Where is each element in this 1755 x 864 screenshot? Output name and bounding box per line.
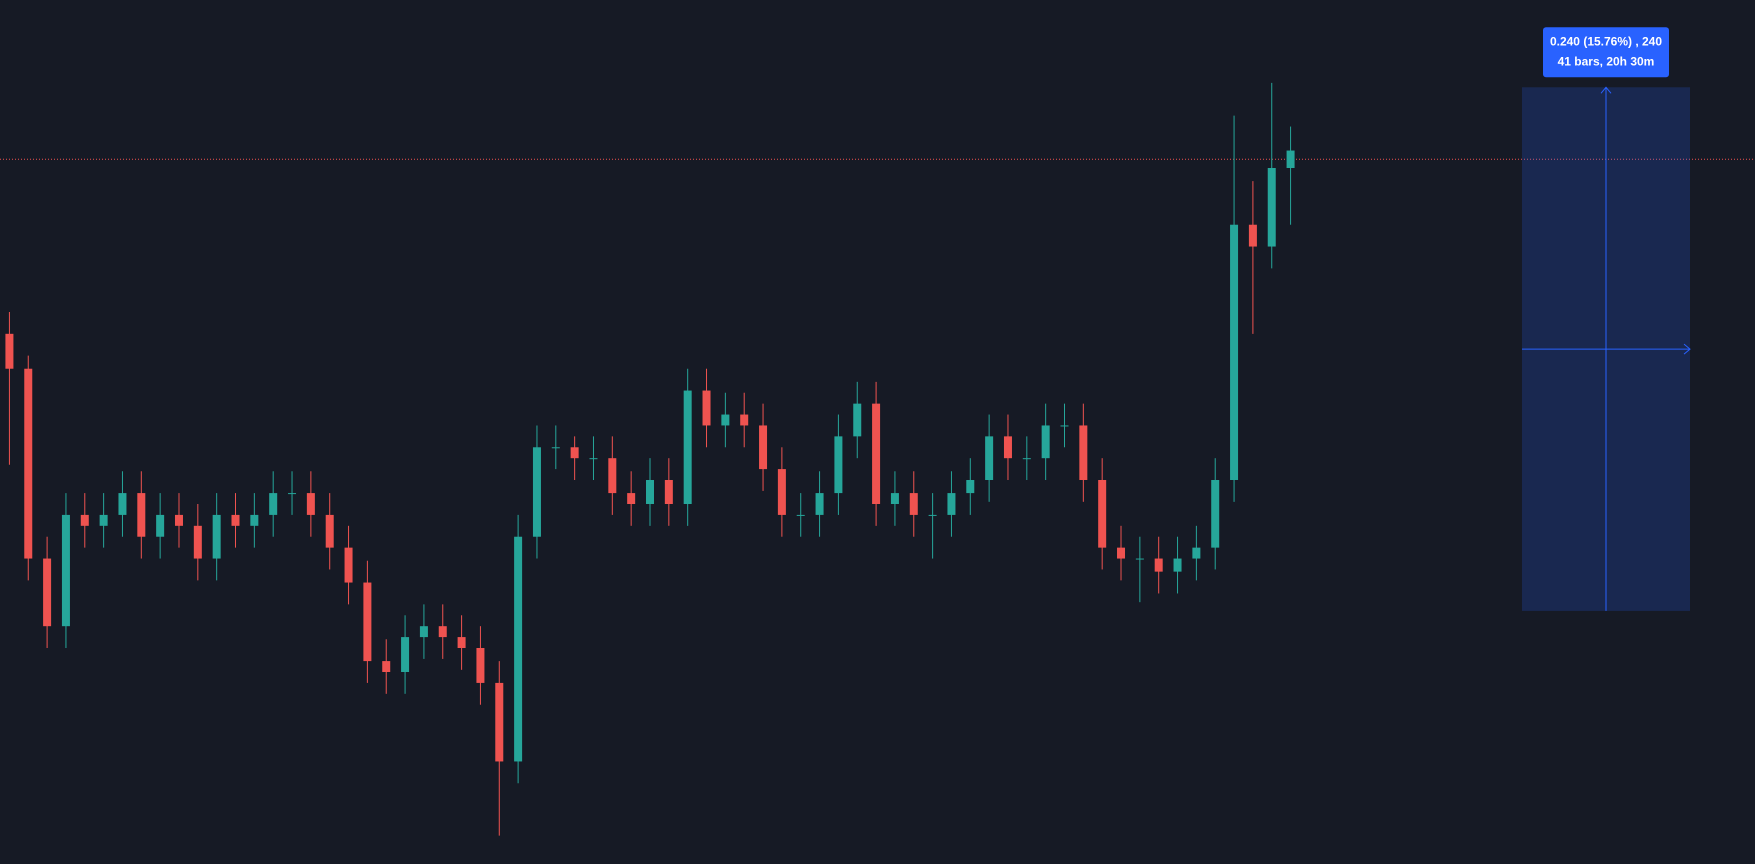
candle-body (382, 661, 391, 672)
candle-body (608, 458, 617, 494)
candle-body (1267, 168, 1276, 247)
candle-body (438, 626, 447, 638)
candle-body (156, 514, 165, 537)
candle-body (1192, 547, 1201, 559)
candle-body (1041, 425, 1050, 459)
candle-body (231, 514, 240, 526)
candle-body (1079, 425, 1088, 480)
candle-body (325, 514, 334, 548)
candle-body (740, 414, 749, 426)
candle-body (1003, 436, 1012, 459)
measure-label: 0.240 (15.76%) , 240 (1550, 34, 1662, 48)
candle-body (1173, 558, 1182, 572)
candle-body (702, 390, 711, 426)
candle-body (212, 514, 221, 559)
measure-arrow-up (1600, 86, 1612, 94)
candle-body (1135, 558, 1144, 560)
candle-body (815, 493, 824, 515)
candle-body (306, 493, 315, 515)
candle-body (5, 333, 14, 369)
measure-arrow-right (1683, 343, 1691, 355)
candle-body (683, 390, 692, 504)
candle-body (61, 514, 70, 627)
candle-body (909, 493, 918, 515)
candle-body (24, 368, 33, 559)
candle-body (344, 547, 353, 583)
candle-body (589, 458, 598, 460)
candle-body (118, 493, 127, 515)
candle-body (664, 480, 673, 504)
candle-body (551, 447, 560, 449)
candle-body (834, 436, 843, 494)
candle-body (853, 403, 862, 437)
candle-body (419, 626, 428, 638)
candle-body (137, 493, 146, 537)
candle-body (721, 414, 730, 426)
candle-body (1060, 425, 1069, 427)
measure-label: 41 bars, 20h 30m (1558, 54, 1655, 68)
candle-body (966, 480, 975, 494)
measure-label-box (1543, 27, 1669, 78)
candle-body (928, 514, 937, 516)
candle-body (947, 493, 956, 515)
candle-body (646, 480, 654, 504)
candle-body (476, 648, 485, 683)
candle-body (457, 637, 466, 648)
candle-body (796, 514, 805, 516)
candle-body (1098, 480, 1107, 548)
candle-body (193, 525, 202, 559)
candle-body (250, 514, 259, 526)
candle-body (1286, 150, 1295, 168)
candle-body (1211, 480, 1220, 548)
candle-body (1230, 224, 1239, 480)
candle-body (1022, 458, 1031, 460)
candle-body (174, 514, 183, 526)
candle-body (777, 469, 786, 515)
candle-body (872, 403, 881, 504)
candle-body (495, 682, 504, 762)
candle-body (1117, 547, 1126, 559)
candle-body (288, 493, 297, 495)
candle-body (363, 582, 372, 662)
candle-body (1248, 224, 1257, 247)
candle-body (759, 425, 768, 470)
candle-body (532, 447, 541, 537)
candle-body (985, 436, 994, 480)
candle-body (890, 493, 899, 504)
candle-body (269, 493, 278, 515)
candle-body (627, 493, 636, 504)
candle-body (401, 637, 410, 672)
candle-body (570, 447, 579, 459)
candle-body (99, 514, 108, 526)
candle-body (1154, 558, 1163, 572)
candle-body (514, 536, 523, 762)
candle-body (43, 558, 52, 627)
candle-body (80, 514, 89, 526)
